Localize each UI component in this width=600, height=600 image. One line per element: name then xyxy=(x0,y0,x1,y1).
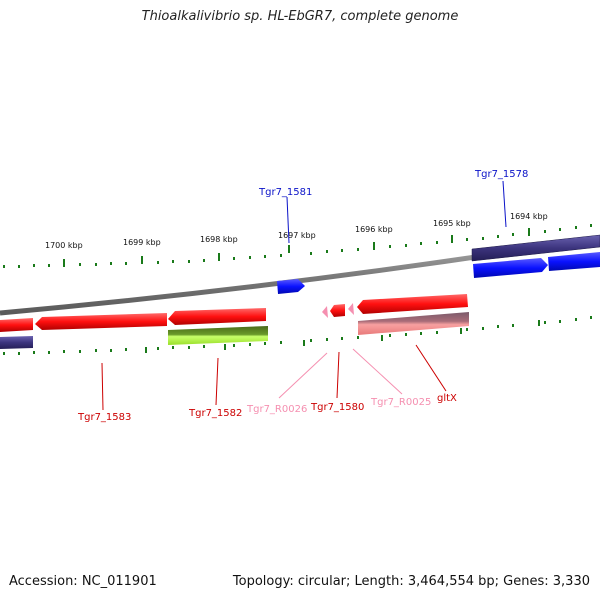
leader-gltx xyxy=(415,344,447,392)
tick-label-1696: 1696 kbp xyxy=(355,225,393,234)
accession-label: Accession: NC_011901 xyxy=(9,574,157,589)
gene-tgr7-r0026-a xyxy=(322,306,328,318)
gene-dark-left-edge xyxy=(0,336,33,349)
tick-label-1694: 1694 kbp xyxy=(510,212,548,221)
genome-summary: Topology: circular; Length: 3,464,554 bp… xyxy=(232,574,590,589)
gene-red-left-edge xyxy=(0,318,33,332)
inner-ruler xyxy=(3,316,592,355)
tick-label-1695: 1695 kbp xyxy=(433,219,471,228)
outer-ruler xyxy=(3,224,592,268)
label-tgr7-1578: Tgr7_1578 xyxy=(474,169,528,180)
label-tgr7-1581: Tgr7_1581 xyxy=(258,187,312,198)
gene-gltx-salmon xyxy=(358,312,469,335)
tick-label-1697: 1697 kbp xyxy=(278,231,316,240)
leader-tgr7-1578 xyxy=(502,180,507,228)
tick-label-1700: 1700 kbp xyxy=(45,241,83,250)
gene-tgr7-1580 xyxy=(330,304,345,317)
tick-label-1698: 1698 kbp xyxy=(200,235,238,244)
label-tgr7-1580: Tgr7_1580 xyxy=(310,402,364,413)
gene-tgr7-1583 xyxy=(35,313,167,330)
gene-tgr7-r0025-a xyxy=(348,303,354,315)
label-tgr7-1583: Tgr7_1583 xyxy=(77,412,131,423)
gene-blue-right-forward xyxy=(548,252,600,271)
label-tgr7-r0025: Tgr7_R0025 xyxy=(370,397,431,408)
leader-tgr7-1583 xyxy=(101,362,104,411)
gene-tgr7-1582-red xyxy=(168,308,266,325)
leader-tgr7-r0026 xyxy=(278,352,328,399)
leader-tgr7-1582 xyxy=(215,357,219,406)
gene-tgr7-1578-forward xyxy=(473,258,548,278)
leader-tgr7-1581 xyxy=(286,196,290,244)
tick-label-1699: 1699 kbp xyxy=(123,238,161,247)
gene-tgr7-1581-forward xyxy=(277,279,305,294)
label-tgr7-r0026: Tgr7_R0026 xyxy=(246,404,307,415)
map-title: Thioalkalivibrio sp. HL-EbGR7, complete … xyxy=(141,9,459,24)
gene-tgr7-1578-dark xyxy=(471,234,600,262)
gene-tgr7-1582-green xyxy=(168,326,268,345)
label-tgr7-1582: Tgr7_1582 xyxy=(188,408,242,419)
leader-tgr7-1580 xyxy=(336,351,340,399)
gene-gltx xyxy=(357,294,468,314)
label-gltx: gltX xyxy=(437,393,457,404)
leader-tgr7-r0025 xyxy=(352,348,403,395)
